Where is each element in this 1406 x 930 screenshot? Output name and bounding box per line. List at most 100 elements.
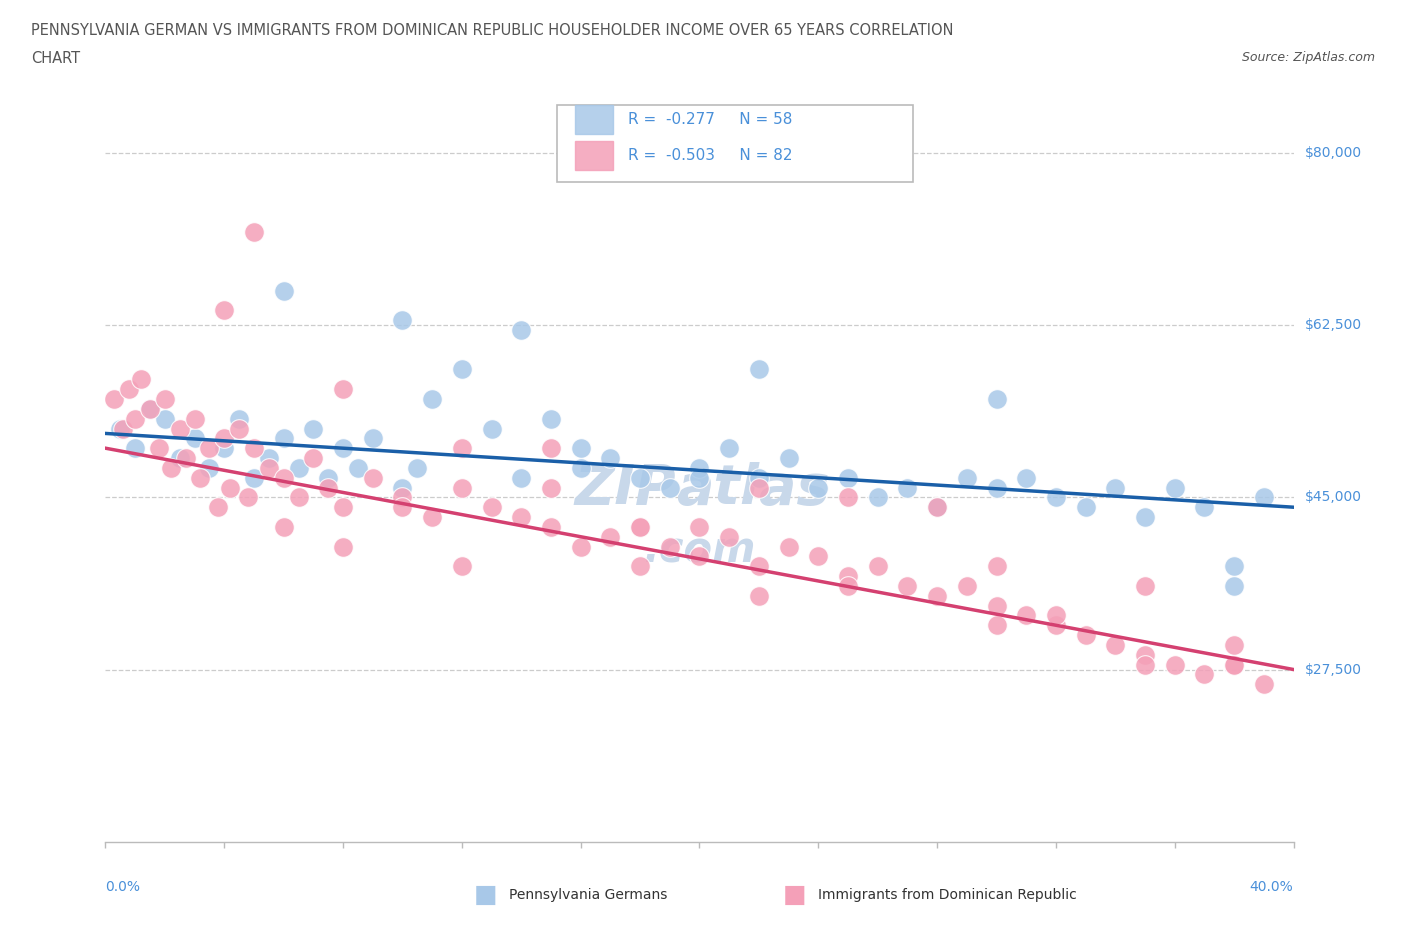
Point (1133, 658, 1156, 672)
Point (243, 441, 266, 456)
Text: Source: ZipAtlas.com: Source: ZipAtlas.com (1241, 51, 1375, 64)
Bar (575, 105, 613, 134)
Point (214, 303, 236, 318)
Point (866, 559, 889, 574)
Text: 40.0%: 40.0% (1250, 880, 1294, 894)
Point (927, 589, 949, 604)
Point (450, 441, 472, 456)
Point (153, 411, 176, 426)
Point (927, 499, 949, 514)
Point (391, 490, 413, 505)
Point (569, 460, 592, 475)
Point (450, 362, 472, 377)
Point (169, 421, 191, 436)
Point (302, 421, 325, 436)
Point (689, 471, 711, 485)
Point (1223, 658, 1246, 672)
Point (1194, 667, 1216, 682)
Point (361, 471, 384, 485)
Point (510, 323, 533, 338)
Point (748, 480, 770, 495)
Point (361, 431, 384, 445)
Point (139, 402, 162, 417)
Point (1133, 578, 1156, 593)
Point (124, 441, 146, 456)
Point (159, 460, 181, 475)
Point (689, 520, 711, 535)
Point (748, 589, 770, 604)
Point (1104, 480, 1126, 495)
Point (569, 441, 592, 456)
Point (129, 372, 152, 387)
Text: $62,500: $62,500 (1305, 318, 1362, 332)
Point (658, 480, 681, 495)
Point (628, 520, 651, 535)
Point (1223, 637, 1246, 652)
Point (332, 441, 354, 456)
Point (406, 460, 429, 475)
Point (243, 471, 266, 485)
Point (1074, 628, 1097, 643)
Text: CHART: CHART (31, 51, 80, 66)
Bar (575, 141, 613, 170)
Point (273, 520, 295, 535)
Point (628, 520, 651, 535)
Point (896, 578, 918, 593)
Point (153, 392, 176, 406)
Point (183, 431, 205, 445)
Point (540, 520, 562, 535)
Point (837, 578, 859, 593)
Point (510, 510, 533, 525)
Point (986, 480, 1008, 495)
Point (718, 529, 741, 544)
Point (243, 224, 266, 239)
Point (837, 568, 859, 583)
Point (540, 441, 562, 456)
Point (718, 441, 741, 456)
Point (420, 392, 443, 406)
Point (1133, 510, 1156, 525)
Point (139, 402, 162, 417)
Point (986, 598, 1008, 613)
Point (748, 559, 770, 574)
Point (510, 471, 533, 485)
Point (236, 490, 259, 505)
Point (837, 490, 859, 505)
Point (1104, 637, 1126, 652)
Point (118, 381, 141, 396)
Point (391, 499, 413, 514)
Point (273, 471, 295, 485)
Point (481, 499, 503, 514)
Text: Immigrants from Dominican Republic: Immigrants from Dominican Republic (818, 887, 1077, 902)
Point (112, 421, 135, 436)
Point (807, 549, 830, 564)
Point (1133, 647, 1156, 662)
Text: $45,000: $45,000 (1305, 490, 1361, 504)
Text: ZIP: ZIP (574, 461, 676, 516)
Point (1253, 677, 1275, 692)
Point (628, 559, 651, 574)
Point (148, 441, 170, 456)
Point (257, 460, 280, 475)
Point (1045, 490, 1067, 505)
Point (287, 490, 309, 505)
Point (273, 431, 295, 445)
Point (316, 471, 339, 485)
Point (658, 539, 681, 554)
Point (124, 411, 146, 426)
Point (1045, 618, 1067, 632)
Point (103, 392, 125, 406)
Text: .com: .com (643, 529, 756, 571)
Point (332, 381, 354, 396)
Point (1015, 471, 1038, 485)
Point (956, 471, 979, 485)
Text: R =  -0.503     N = 82: R = -0.503 N = 82 (628, 148, 793, 164)
Point (481, 421, 503, 436)
Text: atlas: atlas (676, 461, 830, 516)
Point (927, 499, 949, 514)
Point (1194, 499, 1216, 514)
Point (198, 441, 221, 456)
Point (332, 499, 354, 514)
Point (986, 559, 1008, 574)
Point (896, 480, 918, 495)
